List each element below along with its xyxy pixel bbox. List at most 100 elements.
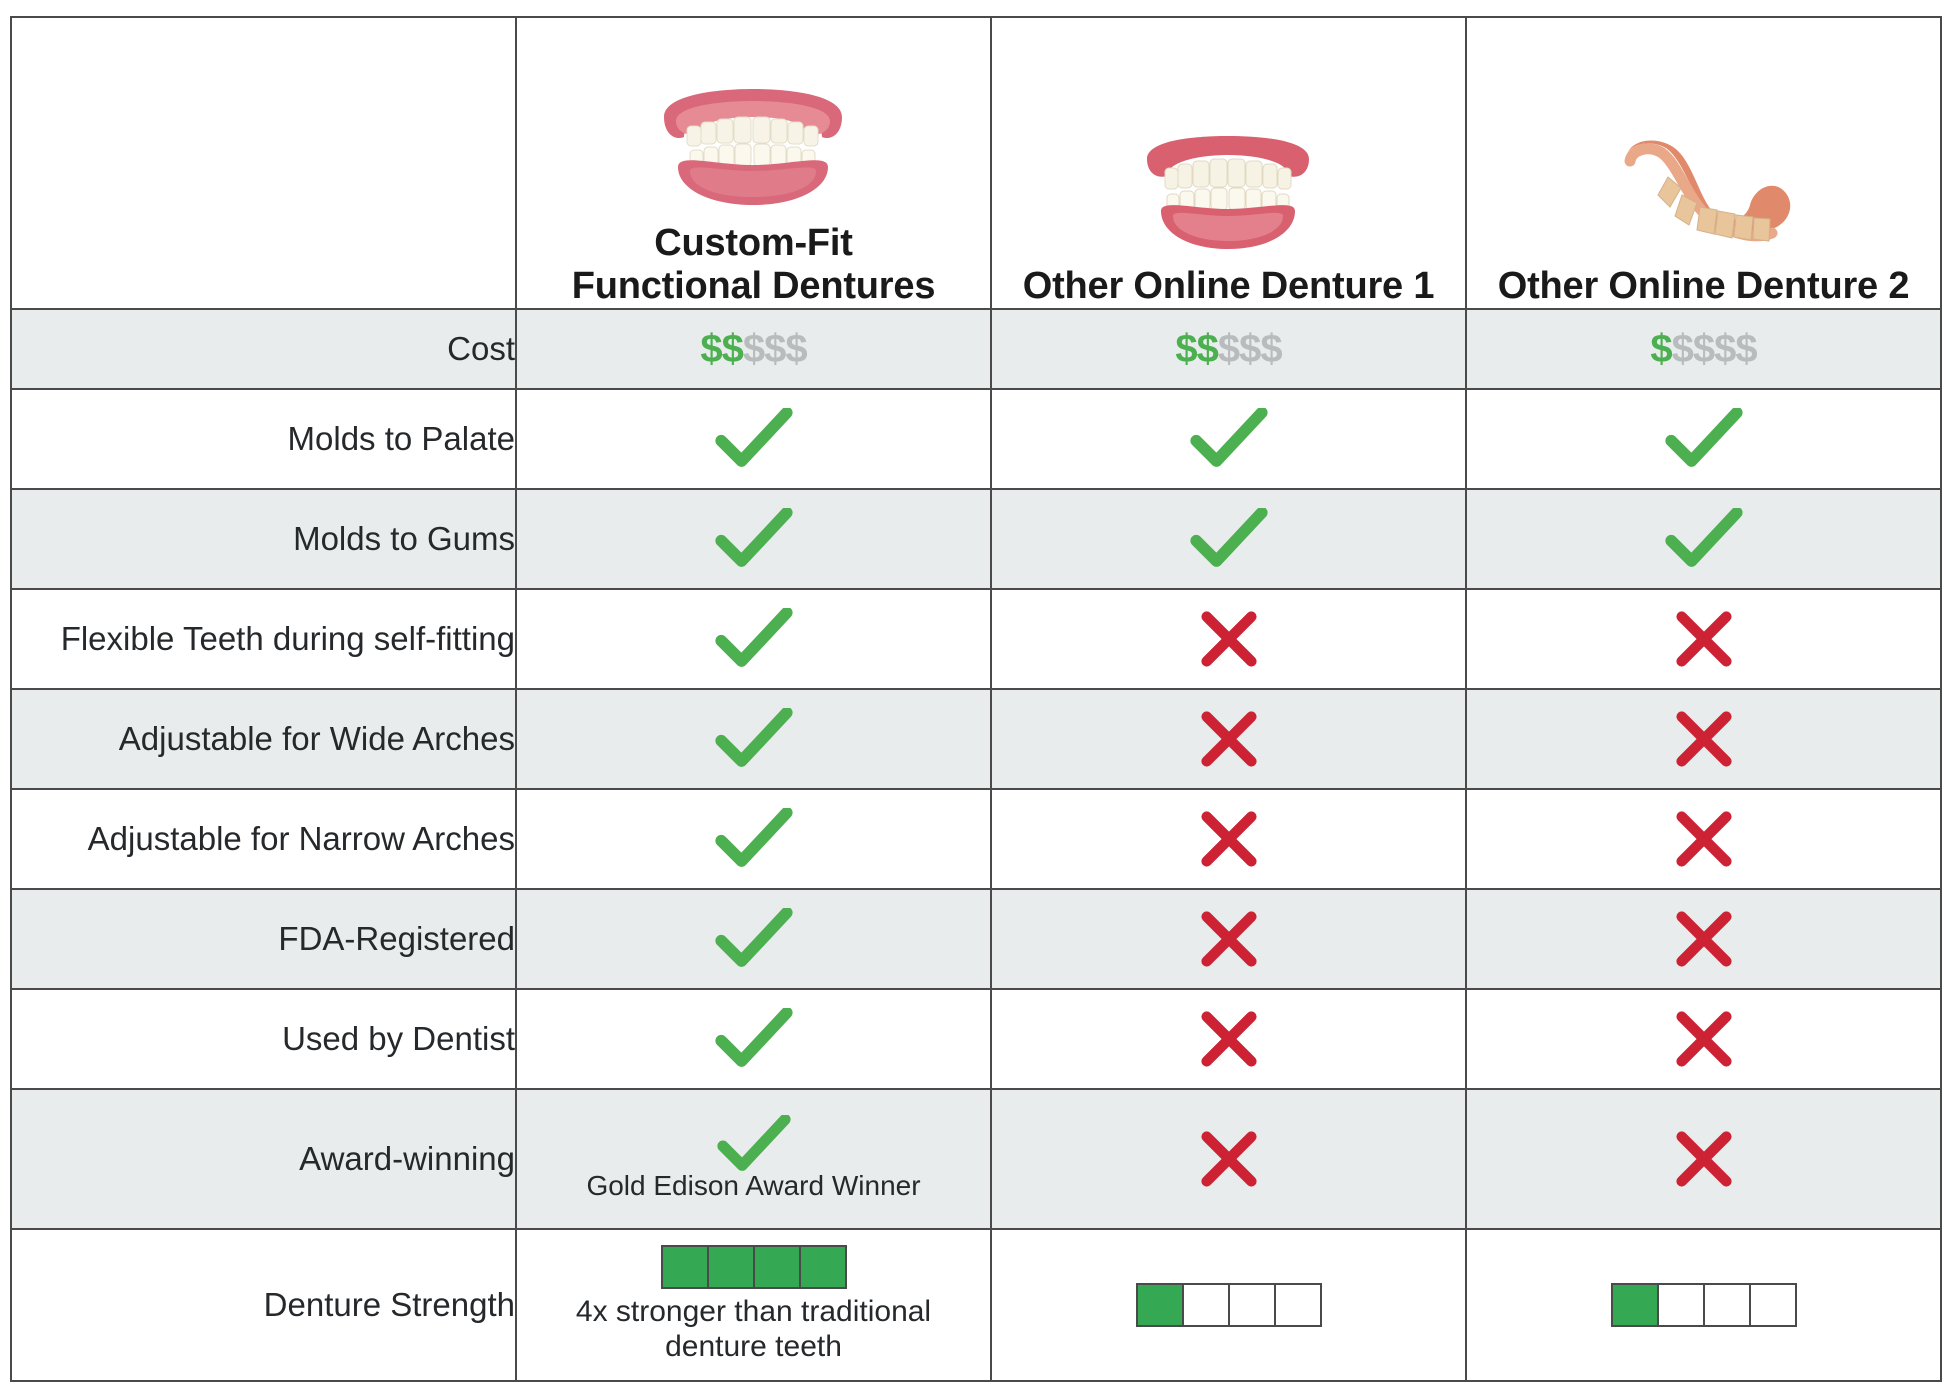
- cell-other2: [1465, 1227, 1942, 1382]
- check-icon: [1664, 508, 1743, 567]
- header-title-line1: Custom-Fit: [654, 221, 853, 264]
- row-label: Adjustable for Narrow Arches: [10, 787, 517, 890]
- row-label: Flexible Teeth during self-fitting: [10, 587, 517, 690]
- check-icon: [714, 508, 793, 567]
- cell-other1: [990, 487, 1467, 590]
- row-label: FDA-Registered: [10, 887, 517, 990]
- strength-segment: [1229, 1284, 1276, 1325]
- cell-custom: [515, 387, 992, 490]
- cross-icon: [1198, 810, 1260, 867]
- cell-custom: 4x stronger than traditional denture tee…: [515, 1227, 992, 1382]
- cell-other2: $$$$$: [1465, 307, 1942, 390]
- cell-other1: [990, 1087, 1467, 1230]
- cell-other2: [1465, 1087, 1942, 1230]
- cell-other2: [1465, 487, 1942, 590]
- header-blank-cell: [10, 15, 517, 310]
- full-denture-set-photo-icon: [1131, 133, 1326, 255]
- cell-other1: [990, 387, 1467, 490]
- header-row: Custom-Fit Functional Dentures: [10, 15, 1942, 310]
- cell-custom: $$$$$: [515, 307, 992, 390]
- cell-custom: [515, 487, 992, 590]
- cell-other1: [990, 1227, 1467, 1382]
- strength-segment: [1750, 1284, 1795, 1325]
- upper-lower-denture-set-photo-icon: [646, 87, 861, 212]
- cell-custom: [515, 987, 992, 1090]
- cross-icon: [1198, 910, 1260, 967]
- cell-other1: $$$$$: [990, 307, 1467, 390]
- cell-other2: [1465, 387, 1942, 490]
- cross-icon: [1673, 810, 1735, 867]
- header-title-other-1: Other Online Denture 1: [1022, 264, 1435, 307]
- strength-segment: [1704, 1284, 1751, 1325]
- cell-other1: [990, 887, 1467, 990]
- cell-other2: [1465, 887, 1942, 990]
- table-row: Denture Strength 4x stronger than traditi…: [10, 1227, 1942, 1382]
- cell-custom: [515, 787, 992, 890]
- row-label: Award-winning: [10, 1087, 517, 1230]
- table-body: Cost $$$$$ $$$$$ $$$$$ Molds to Palate Molds …: [10, 307, 1942, 1382]
- check-icon: [714, 908, 793, 967]
- cell-other2: [1465, 687, 1942, 790]
- cross-icon: [1198, 1010, 1260, 1067]
- cell-other1: [990, 987, 1467, 1090]
- cross-icon: [1198, 610, 1260, 667]
- cross-icon: [1673, 610, 1735, 667]
- cell-other1: [990, 687, 1467, 790]
- denture-comparison-table: Custom-Fit Functional Dentures: [10, 15, 1942, 1382]
- strength-segment: [662, 1247, 709, 1287]
- header-column-other-1: Other Online Denture 1: [990, 15, 1467, 310]
- check-icon: [714, 408, 793, 467]
- strength-segment: [1658, 1284, 1705, 1325]
- strength-note: 4x stronger than traditional denture tee…: [575, 1295, 932, 1363]
- row-label: Molds to Gums: [10, 487, 517, 590]
- cross-icon: [1198, 1128, 1260, 1190]
- table-header: Custom-Fit Functional Dentures: [10, 15, 1942, 310]
- check-icon: [716, 1114, 791, 1173]
- check-icon: [714, 808, 793, 867]
- cost-meter: $$$$$: [1650, 326, 1757, 371]
- table-row: Adjustable for Narrow Arches: [10, 787, 1942, 890]
- strength-meter: [660, 1245, 847, 1289]
- cell-custom: Gold Edison Award Winner: [515, 1087, 992, 1230]
- header-title-custom-fit: Custom-Fit Functional Dentures: [572, 222, 936, 308]
- table-row: Cost $$$$$ $$$$$ $$$$$: [10, 307, 1942, 390]
- header-title-line2: Functional Dentures: [571, 264, 936, 307]
- strength-segment: [1612, 1284, 1659, 1325]
- cross-icon: [1673, 710, 1735, 767]
- cross-icon: [1198, 710, 1260, 767]
- strength-meter: [1135, 1282, 1322, 1327]
- cell-other2: [1465, 787, 1942, 890]
- strength-segment: [800, 1247, 845, 1287]
- strength-segment: [1183, 1284, 1230, 1325]
- lower-denture-arch-photo-icon: [1604, 133, 1804, 255]
- header-column-custom-fit: Custom-Fit Functional Dentures: [515, 15, 992, 310]
- header-title-other-2: Other Online Denture 2: [1497, 264, 1910, 307]
- cell-custom: [515, 587, 992, 690]
- table-row: Used by Dentist: [10, 987, 1942, 1090]
- table-row: Award-winning Gold Edison Award Winner: [10, 1087, 1942, 1230]
- cross-icon: [1673, 1010, 1735, 1067]
- strength-segment: [1275, 1284, 1320, 1325]
- check-icon: [1189, 408, 1268, 467]
- strength-segment: [1137, 1284, 1184, 1325]
- table-row: Molds to Gums: [10, 487, 1942, 590]
- row-label: Denture Strength: [10, 1227, 517, 1382]
- check-icon: [714, 708, 793, 767]
- strength-segment: [754, 1247, 801, 1287]
- table-row: Molds to Palate: [10, 387, 1942, 490]
- check-icon: [1664, 408, 1743, 467]
- cell-other1: [990, 787, 1467, 890]
- check-icon: [714, 1008, 793, 1067]
- row-label: Molds to Palate: [10, 387, 517, 490]
- check-icon: [714, 608, 793, 667]
- cell-custom: [515, 887, 992, 990]
- strength-meter: [1610, 1282, 1797, 1327]
- award-note: Gold Edison Award Winner: [586, 1170, 921, 1202]
- table-row: Flexible Teeth during self-fitting: [10, 587, 1942, 690]
- table-row: FDA-Registered: [10, 887, 1942, 990]
- cell-custom: [515, 687, 992, 790]
- cross-icon: [1673, 910, 1735, 967]
- check-icon: [1189, 508, 1268, 567]
- table-row: Adjustable for Wide Arches: [10, 687, 1942, 790]
- strength-segment: [708, 1247, 755, 1287]
